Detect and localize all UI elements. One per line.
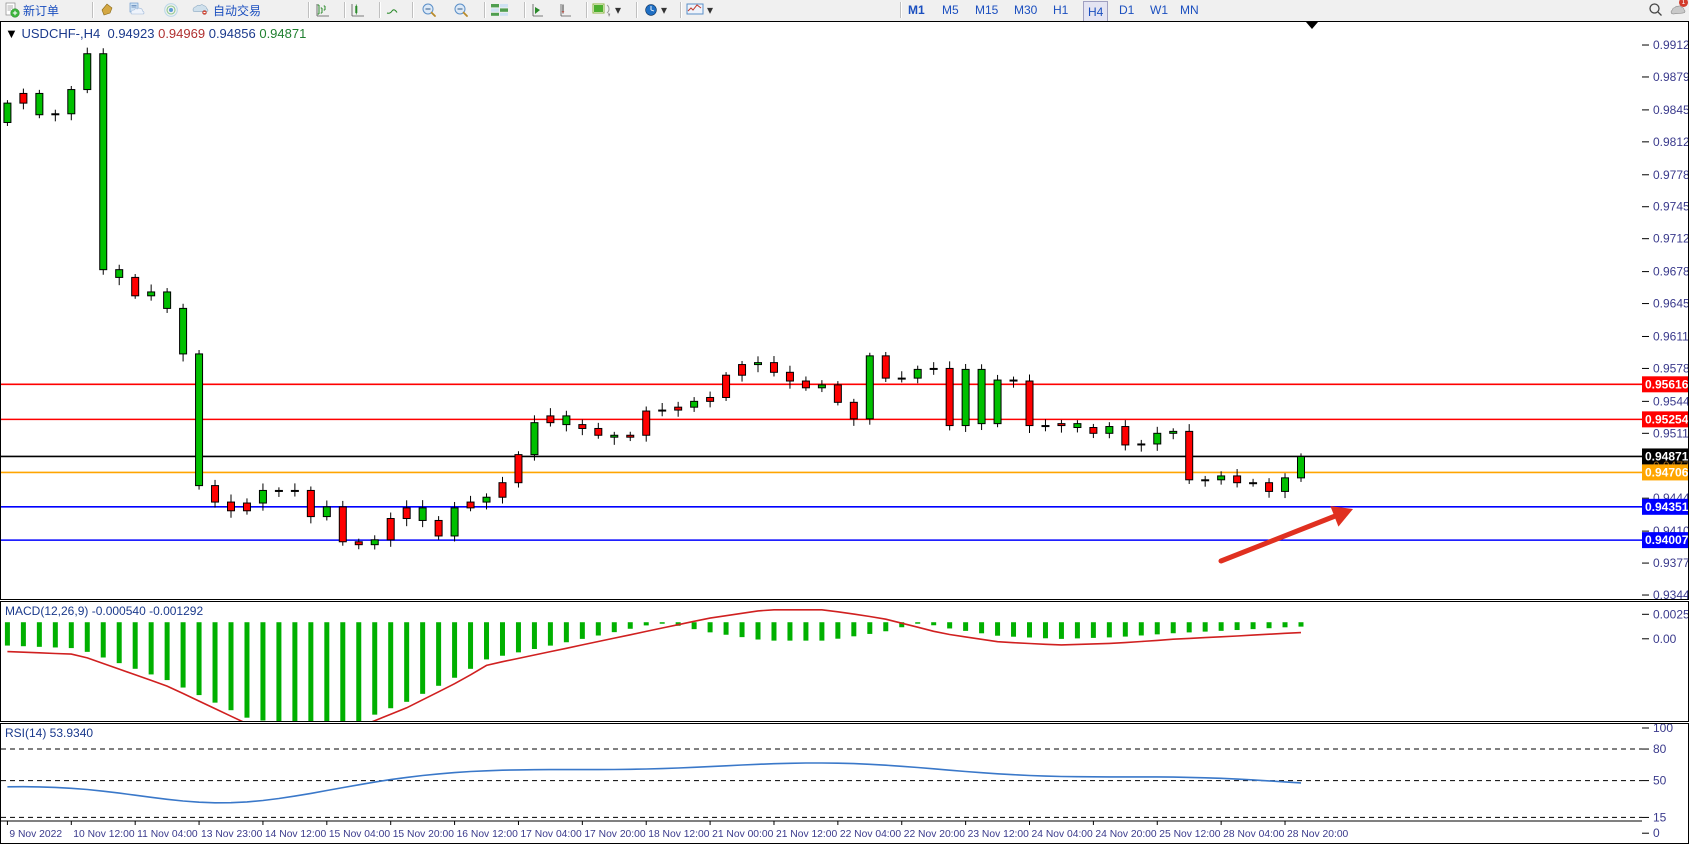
svg-text:50: 50 — [1653, 774, 1667, 788]
svg-text:16 Nov 12:00: 16 Nov 12:00 — [457, 829, 519, 840]
svg-text:0.97780: 0.97780 — [1653, 168, 1689, 182]
svg-text:0.93440: 0.93440 — [1653, 588, 1689, 600]
svg-text:13 Nov 23:00: 13 Nov 23:00 — [201, 829, 263, 840]
svg-text:0.98120: 0.98120 — [1653, 135, 1689, 149]
svg-text:15: 15 — [1653, 810, 1667, 824]
svg-text:14 Nov 12:00: 14 Nov 12:00 — [265, 829, 327, 840]
svg-text:28 Nov 20:00: 28 Nov 20:00 — [1287, 829, 1349, 840]
svg-text:23 Nov 12:00: 23 Nov 12:00 — [968, 829, 1030, 840]
svg-text:0.97450: 0.97450 — [1653, 200, 1689, 214]
svg-text:11 Nov 04:00: 11 Nov 04:00 — [137, 829, 198, 840]
svg-text:0.94007: 0.94007 — [1645, 533, 1689, 547]
svg-text:0.96450: 0.96450 — [1653, 297, 1689, 311]
svg-text:0.94706: 0.94706 — [1645, 465, 1689, 479]
svg-text:0.99120: 0.99120 — [1653, 38, 1689, 52]
svg-text:0.95616: 0.95616 — [1645, 377, 1689, 391]
svg-text:0.002587: 0.002587 — [1653, 607, 1689, 621]
svg-text:10 Nov 12:00: 10 Nov 12:00 — [73, 829, 135, 840]
svg-text:21 Nov 00:00: 21 Nov 00:00 — [712, 829, 774, 840]
svg-text:0: 0 — [1653, 826, 1660, 840]
svg-text:0.95780: 0.95780 — [1653, 361, 1689, 375]
svg-text:24 Nov 20:00: 24 Nov 20:00 — [1095, 829, 1157, 840]
svg-text:22 Nov 04:00: 22 Nov 04:00 — [840, 829, 902, 840]
svg-text:17 Nov 20:00: 17 Nov 20:00 — [584, 829, 646, 840]
svg-text:0.00: 0.00 — [1653, 632, 1677, 646]
svg-text:21 Nov 12:00: 21 Nov 12:00 — [776, 829, 838, 840]
svg-text:0.96780: 0.96780 — [1653, 265, 1689, 279]
svg-text:0.93770: 0.93770 — [1653, 556, 1689, 570]
svg-text:0.94351: 0.94351 — [1645, 500, 1689, 514]
svg-text:0.95440: 0.95440 — [1653, 394, 1689, 408]
svg-text:18 Nov 12:00: 18 Nov 12:00 — [648, 829, 710, 840]
svg-text:22 Nov 20:00: 22 Nov 20:00 — [904, 829, 966, 840]
svg-text:25 Nov 12:00: 25 Nov 12:00 — [1159, 829, 1221, 840]
svg-text:24 Nov 04:00: 24 Nov 04:00 — [1032, 829, 1094, 840]
svg-text:0.95254: 0.95254 — [1645, 412, 1689, 426]
svg-text:17 Nov 04:00: 17 Nov 04:00 — [520, 829, 582, 840]
svg-text:15 Nov 04:00: 15 Nov 04:00 — [329, 829, 391, 840]
svg-text:15 Nov 20:00: 15 Nov 20:00 — [393, 829, 455, 840]
svg-text:100: 100 — [1653, 724, 1673, 735]
svg-text:9 Nov 2022: 9 Nov 2022 — [9, 829, 62, 840]
svg-text:0.97120: 0.97120 — [1653, 232, 1689, 246]
svg-text:28 Nov 04:00: 28 Nov 04:00 — [1223, 829, 1285, 840]
svg-text:0.98450: 0.98450 — [1653, 103, 1689, 117]
svg-text:80: 80 — [1653, 742, 1667, 756]
svg-text:0.98790: 0.98790 — [1653, 70, 1689, 84]
